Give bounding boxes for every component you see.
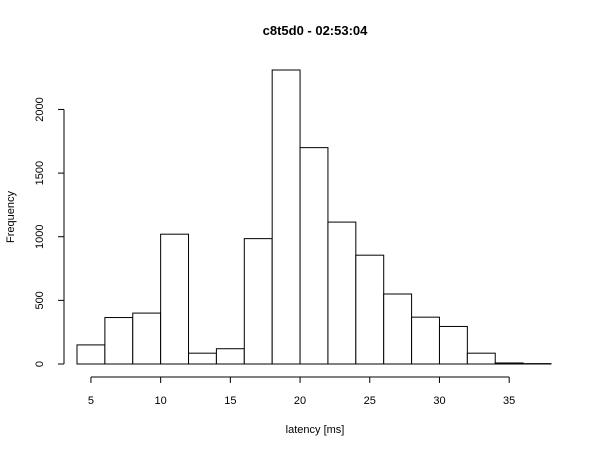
y-tick-label-2: 1000 [34,224,46,248]
histogram-bar-14 [466,352,496,365]
histogram-bar-10 [355,254,385,365]
histogram-bar-9 [327,221,357,365]
y-tick-label-1: 500 [34,291,46,309]
x-tick-label-3: 20 [294,395,306,407]
histogram-bar-11 [383,293,413,365]
histogram-bar-8 [299,147,329,365]
y-tick-label-3: 1500 [34,161,46,185]
histogram-bar-7 [271,69,301,365]
histogram-bar-5 [215,348,245,365]
histogram-bar-1 [104,317,134,365]
histogram-bar-3 [160,233,190,365]
y-tick-label-4: 2000 [34,97,46,121]
y-axis: 0 500 1000 1500 2000 [34,97,65,367]
y-axis-label: Frequency [5,191,17,243]
histogram-bar-0 [76,344,106,365]
histogram-bar-13 [438,325,468,365]
histogram-bar-6 [243,238,273,365]
histogram-bar-12 [411,316,440,365]
x-tick-label-4: 25 [364,395,376,407]
x-tick-label-0: 5 [88,395,94,407]
x-tick-label-5: 30 [433,395,445,407]
x-tick-label-2: 15 [224,395,236,407]
y-tick-label-0: 0 [34,361,46,367]
histogram-bar-4 [188,352,217,365]
histogram-bar-2 [132,312,162,365]
chart-title: c8t5d0 - 02:53:04 [263,23,369,38]
x-axis-label: latency [ms] [286,424,345,436]
histogram-bar-15 [494,362,524,365]
histogram-bars [76,69,552,365]
x-axis: 5 10 15 20 25 30 35 [88,376,515,407]
x-tick-label-1: 10 [155,395,167,407]
x-tick-label-6: 35 [503,395,515,407]
